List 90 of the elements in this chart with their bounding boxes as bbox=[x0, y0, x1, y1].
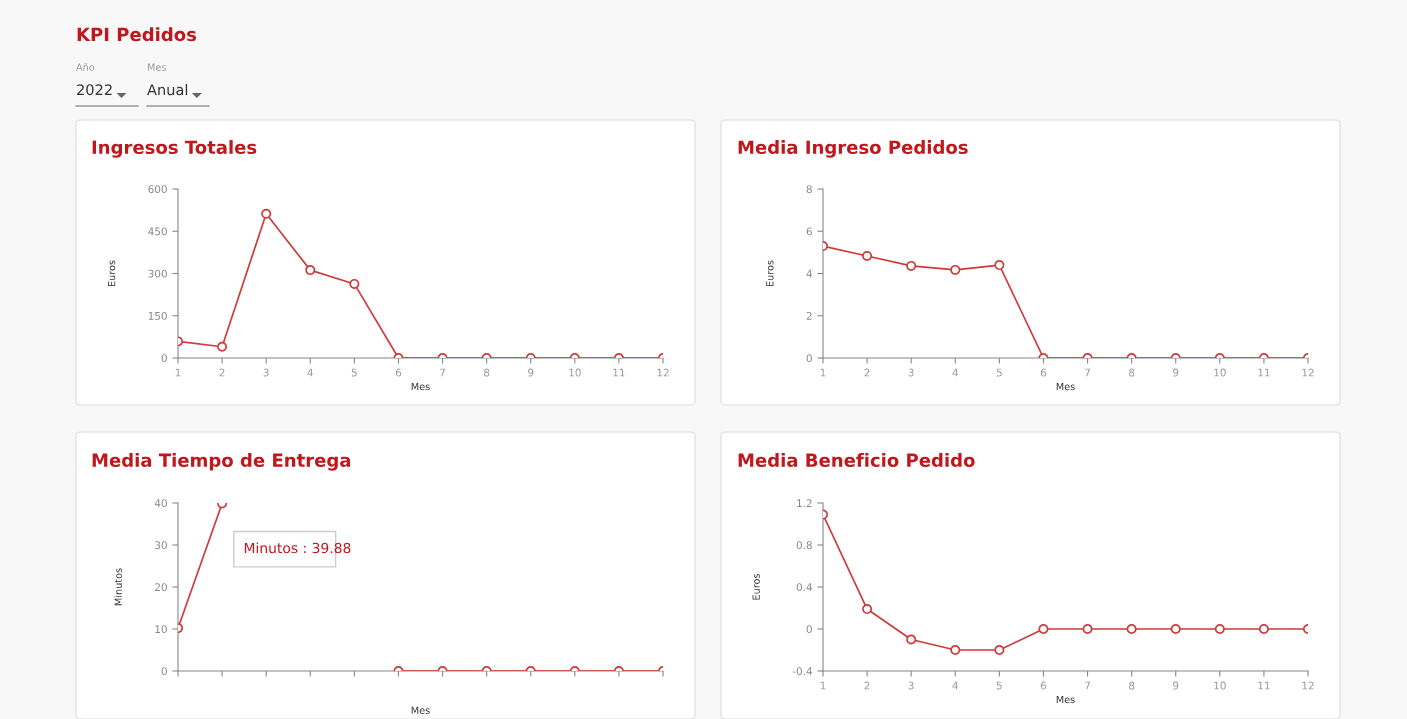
x-tick-label: 11 bbox=[613, 368, 625, 377]
point bbox=[950, 644, 961, 656]
x-tick-label: 4 bbox=[952, 368, 958, 377]
point bbox=[994, 644, 1005, 656]
x-tick-label: 1 bbox=[175, 368, 181, 377]
x-tick-label: 4 bbox=[307, 368, 313, 377]
x-tick-label: 4 bbox=[952, 681, 958, 690]
x-tick-label: 9 bbox=[1173, 368, 1179, 377]
y-tick-label: 1.2 bbox=[797, 499, 812, 507]
chart-title: Media Beneficio Pedido bbox=[738, 453, 975, 467]
point bbox=[906, 260, 917, 271]
point bbox=[1258, 623, 1269, 635]
x-tick-label: 9 bbox=[528, 368, 534, 377]
annotation: Minutos : 39.88 bbox=[244, 542, 351, 554]
point bbox=[1126, 623, 1137, 635]
text: Anual bbox=[147, 83, 188, 96]
x-axis-title: Mes bbox=[1056, 382, 1075, 391]
point bbox=[862, 250, 873, 261]
x-tick-label: 9 bbox=[1173, 681, 1179, 690]
x-axis-title: Mes bbox=[411, 382, 430, 391]
x-tick-label: 7 bbox=[1085, 368, 1090, 377]
x-tick-label: 11 bbox=[1258, 681, 1270, 690]
y-tick-label: 150 bbox=[148, 311, 167, 320]
x-axis-title: Mes bbox=[411, 706, 430, 714]
y-tick-label: 40 bbox=[154, 499, 167, 508]
x-tick-label: 1 bbox=[820, 681, 826, 690]
x-tick-label: 8 bbox=[1129, 368, 1135, 377]
x-tick-label: 7 bbox=[440, 368, 445, 377]
point bbox=[906, 634, 917, 645]
point bbox=[1038, 623, 1049, 635]
x-tick-label: 10 bbox=[1214, 368, 1226, 377]
y-tick-label: 20 bbox=[155, 583, 167, 592]
point bbox=[950, 264, 961, 275]
x-tick-label: 5 bbox=[996, 681, 1002, 690]
y-axis-title: Euros bbox=[108, 260, 116, 287]
y-tick-label: 600 bbox=[148, 185, 167, 194]
x-tick-label: 6 bbox=[1040, 368, 1047, 377]
point bbox=[305, 265, 316, 276]
point bbox=[994, 260, 1005, 271]
x-tick-label: 6 bbox=[1040, 681, 1047, 690]
text: 2022 bbox=[77, 84, 112, 96]
x-tick-label: 7 bbox=[1085, 681, 1090, 690]
x-tick-label: 3 bbox=[908, 681, 914, 690]
y-tick-label: 0 bbox=[806, 354, 812, 363]
x-tick-label: 6 bbox=[395, 368, 402, 377]
chart-title: Media Tiempo de Entrega bbox=[92, 453, 351, 471]
point bbox=[1082, 623, 1093, 635]
y-axis-title: Euros bbox=[766, 260, 774, 287]
x-tick-label: 8 bbox=[1129, 681, 1135, 690]
y-tick-label: 6 bbox=[806, 227, 812, 236]
x-tick-label: 5 bbox=[996, 368, 1002, 377]
point bbox=[1170, 623, 1181, 635]
text: Mes bbox=[147, 63, 166, 71]
x-tick-label: 2 bbox=[864, 368, 870, 377]
chart-title: Media Ingreso Pedidos bbox=[738, 140, 968, 158]
y-tick-label: -0.4 bbox=[792, 667, 812, 676]
y-tick-label: 450 bbox=[148, 227, 167, 236]
y-tick-label: 2 bbox=[806, 311, 812, 320]
x-axis-title: Mes bbox=[1056, 695, 1075, 704]
x-tick-label: 10 bbox=[569, 368, 581, 377]
x-tick-label: 1 bbox=[820, 368, 826, 377]
y-axis-title: Euros bbox=[752, 573, 760, 600]
y-tick-label: 0 bbox=[806, 625, 812, 634]
x-tick-label: 10 bbox=[1214, 681, 1226, 690]
x-tick-label: 2 bbox=[864, 681, 870, 690]
y-tick-label: 0 bbox=[161, 667, 167, 676]
x-tick-label: 12 bbox=[1302, 681, 1314, 690]
text: Año bbox=[76, 63, 95, 71]
point bbox=[349, 278, 360, 289]
x-tick-label: 2 bbox=[219, 368, 225, 377]
text: KPI Pedidos bbox=[77, 27, 197, 42]
chart-title: Ingresos Totales bbox=[92, 140, 257, 158]
x-tick-label: 5 bbox=[351, 368, 357, 377]
y-tick-label: 30 bbox=[155, 541, 167, 550]
y-tick-label: 300 bbox=[148, 269, 167, 278]
point bbox=[862, 604, 873, 615]
y-tick-label: 10 bbox=[155, 625, 167, 634]
y-tick-label: 0.8 bbox=[796, 541, 812, 550]
y-tick-label: 8 bbox=[806, 185, 812, 194]
y-tick-label: 0.4 bbox=[796, 583, 812, 592]
x-tick-label: 3 bbox=[263, 368, 269, 377]
x-tick-label: 3 bbox=[908, 368, 914, 377]
x-tick-label: 12 bbox=[1302, 368, 1314, 377]
point bbox=[1214, 623, 1225, 635]
x-tick-label: 8 bbox=[484, 368, 490, 377]
y-tick-label: 4 bbox=[806, 269, 812, 278]
y-tick-label: 0 bbox=[161, 354, 167, 363]
y-axis-title: Minutos bbox=[114, 568, 122, 606]
x-tick-label: 12 bbox=[657, 368, 669, 377]
x-tick-label: 11 bbox=[1258, 368, 1270, 377]
